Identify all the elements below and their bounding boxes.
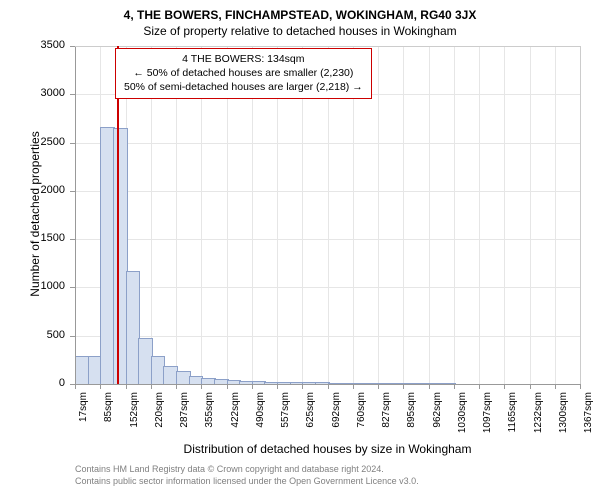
x-tick-mark [75,384,76,389]
x-tick-label: 17sqm [78,392,89,442]
y-tick-mark [70,94,75,95]
x-axis-label: Distribution of detached houses by size … [75,442,580,456]
y-tick-label: 1500 [0,232,65,244]
footer-line-2: Contains public sector information licen… [75,476,419,488]
x-tick-mark [530,384,531,389]
x-tick-label: 355sqm [204,392,215,442]
y-tick-label: 500 [0,329,65,341]
y-tick-label: 3500 [0,39,65,51]
x-tick-mark [580,384,581,389]
gridline [454,46,455,384]
y-axis-line [75,46,76,384]
x-tick-label: 692sqm [331,392,342,442]
y-tick-label: 3000 [0,87,65,99]
x-tick-mark [504,384,505,389]
x-tick-mark [100,384,101,389]
gridline [429,46,430,384]
x-tick-label: 557sqm [280,392,291,442]
x-tick-mark [429,384,430,389]
x-tick-mark [201,384,202,389]
x-tick-label: 422sqm [230,392,241,442]
x-tick-label: 1097sqm [482,392,493,442]
footer-line-1: Contains HM Land Registry data © Crown c… [75,464,419,476]
chart-title: 4, THE BOWERS, FINCHAMPSTEAD, WOKINGHAM,… [0,0,600,22]
info-box: 4 THE BOWERS: 134sqm ← 50% of detached h… [115,48,372,99]
x-tick-mark [176,384,177,389]
x-tick-mark [328,384,329,389]
top-axis-line [75,46,580,47]
x-tick-label: 152sqm [129,392,140,442]
x-tick-label: 287sqm [179,392,190,442]
y-tick-mark [70,239,75,240]
x-tick-label: 1300sqm [558,392,569,442]
x-tick-label: 895sqm [406,392,417,442]
gridline [479,46,480,384]
y-tick-mark [70,336,75,337]
x-tick-mark [403,384,404,389]
y-tick-label: 2000 [0,184,65,196]
y-tick-mark [70,191,75,192]
gridline [378,46,379,384]
y-tick-mark [70,143,75,144]
x-tick-mark [252,384,253,389]
y-tick-label: 2500 [0,136,65,148]
x-tick-label: 760sqm [356,392,367,442]
y-tick-mark [70,46,75,47]
gridline [530,46,531,384]
chart-container: { "title": "4, THE BOWERS, FINCHAMPSTEAD… [0,0,600,500]
info-line-3: 50% of semi-detached houses are larger (… [124,80,363,94]
x-tick-mark [555,384,556,389]
x-tick-label: 85sqm [103,392,114,442]
x-tick-label: 962sqm [432,392,443,442]
x-tick-mark [479,384,480,389]
x-tick-mark [454,384,455,389]
y-tick-mark [70,287,75,288]
x-tick-mark [353,384,354,389]
x-tick-label: 490sqm [255,392,266,442]
x-tick-mark [302,384,303,389]
gridline [403,46,404,384]
x-tick-label: 220sqm [154,392,165,442]
gridline [504,46,505,384]
x-tick-mark [151,384,152,389]
x-tick-label: 1165sqm [507,392,518,442]
footer-attribution: Contains HM Land Registry data © Crown c… [75,464,419,487]
x-tick-label: 827sqm [381,392,392,442]
x-tick-label: 625sqm [305,392,316,442]
right-axis-line [580,46,581,384]
x-tick-mark [227,384,228,389]
info-line-1: 4 THE BOWERS: 134sqm [124,52,363,66]
x-tick-mark [277,384,278,389]
x-tick-mark [126,384,127,389]
y-axis-label: Number of detached properties [28,124,42,304]
y-tick-label: 0 [0,377,65,389]
x-tick-label: 1367sqm [583,392,594,442]
y-tick-label: 1000 [0,280,65,292]
info-line-2: ← 50% of detached houses are smaller (2,… [124,66,363,80]
x-tick-label: 1232sqm [533,392,544,442]
x-tick-mark [378,384,379,389]
gridline [555,46,556,384]
chart-subtitle: Size of property relative to detached ho… [0,22,600,38]
x-tick-label: 1030sqm [457,392,468,442]
